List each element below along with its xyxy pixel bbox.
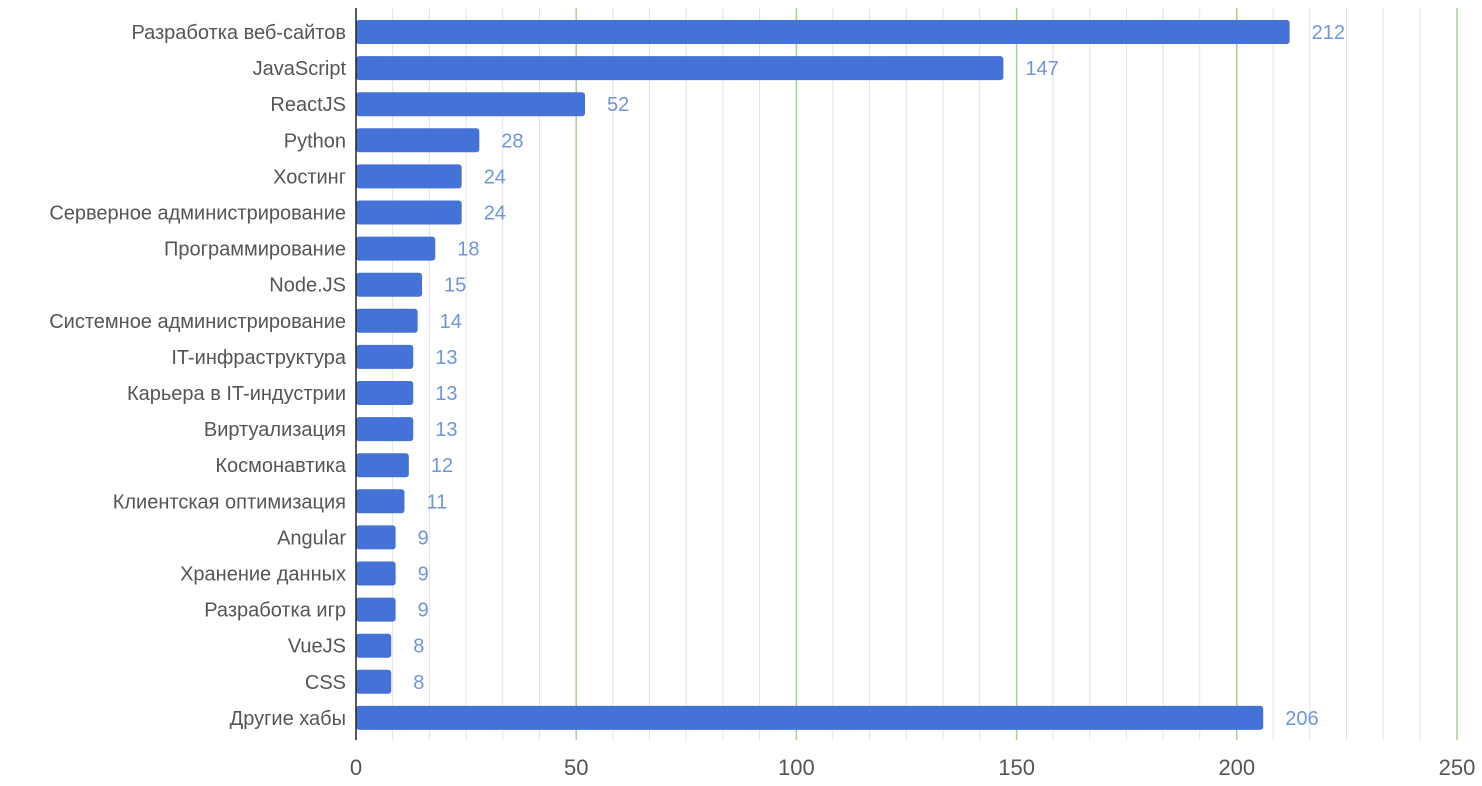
category-label: Виртуализация bbox=[204, 419, 346, 441]
x-tick-label: 0 bbox=[350, 755, 362, 780]
x-tick-label: 50 bbox=[564, 755, 588, 780]
category-label: Хостинг bbox=[273, 166, 346, 188]
x-tick-label: 150 bbox=[998, 755, 1035, 780]
bar bbox=[356, 56, 1004, 81]
category-label: CSS bbox=[305, 672, 346, 694]
bar bbox=[356, 489, 405, 514]
value-label: 14 bbox=[440, 311, 462, 333]
bar bbox=[356, 92, 586, 117]
category-label: Клиентская оптимизация bbox=[113, 491, 346, 513]
bar bbox=[356, 381, 414, 405]
bar bbox=[356, 308, 418, 333]
value-label: 15 bbox=[444, 275, 466, 297]
value-label: 13 bbox=[435, 347, 457, 369]
value-label: 8 bbox=[413, 672, 424, 694]
category-label: Python bbox=[284, 130, 346, 152]
category-label: Серверное администрирование bbox=[49, 203, 346, 225]
value-label: 9 bbox=[418, 600, 429, 622]
bar bbox=[356, 164, 462, 189]
value-label: 8 bbox=[413, 636, 424, 658]
category-label: Космонавтика bbox=[215, 455, 347, 477]
bar bbox=[356, 633, 392, 658]
bar bbox=[356, 20, 1290, 44]
bar bbox=[356, 417, 414, 442]
bar bbox=[356, 272, 423, 297]
value-label: 212 bbox=[1312, 22, 1345, 44]
category-label: Хранение данных bbox=[180, 564, 346, 586]
bar bbox=[356, 128, 480, 153]
value-label: 24 bbox=[484, 166, 506, 188]
category-label: ReactJS bbox=[270, 94, 346, 116]
bar bbox=[356, 705, 1264, 730]
bar bbox=[356, 597, 396, 622]
value-label: 24 bbox=[484, 203, 506, 225]
category-label: VueJS bbox=[288, 636, 346, 658]
value-label: 28 bbox=[501, 130, 523, 152]
bar bbox=[356, 200, 462, 225]
category-label: Карьера в IT-индустрии bbox=[127, 383, 346, 405]
value-label: 11 bbox=[426, 491, 447, 513]
category-label: Node.JS bbox=[269, 275, 346, 297]
grid-lines bbox=[392, 8, 1458, 740]
value-label: 12 bbox=[431, 455, 453, 477]
category-label: Системное администрирование bbox=[49, 311, 346, 333]
labels: 0 50 100 150 200 250 Разработка веб-сайтов 212 J… bbox=[49, 22, 1475, 780]
x-tick-label: 100 bbox=[778, 755, 815, 780]
x-tick-label: 250 bbox=[1439, 755, 1476, 780]
value-label: 9 bbox=[418, 564, 429, 586]
category-label: Программирование bbox=[164, 239, 346, 261]
category-label: Angular bbox=[277, 527, 346, 549]
value-label: 13 bbox=[435, 383, 457, 405]
value-label: 13 bbox=[435, 419, 457, 441]
value-label: 206 bbox=[1285, 708, 1318, 730]
bar bbox=[356, 561, 396, 586]
category-label: Разработка игр bbox=[204, 600, 346, 622]
category-label: Другие хабы bbox=[230, 708, 346, 730]
value-label: 52 bbox=[607, 94, 629, 116]
category-label: JavaScript bbox=[253, 58, 347, 80]
bar bbox=[356, 344, 414, 369]
value-label: 147 bbox=[1025, 58, 1058, 80]
bar bbox=[356, 525, 396, 550]
value-label: 18 bbox=[457, 239, 479, 261]
bar bbox=[356, 236, 436, 261]
category-label: IT-инфраструктура bbox=[171, 347, 347, 369]
x-tick-label: 200 bbox=[1218, 755, 1255, 780]
value-label: 9 bbox=[418, 527, 429, 549]
bars bbox=[356, 20, 1290, 730]
category-label: Разработка веб-сайтов bbox=[131, 22, 346, 44]
bar bbox=[356, 453, 409, 478]
bar bbox=[356, 669, 392, 694]
